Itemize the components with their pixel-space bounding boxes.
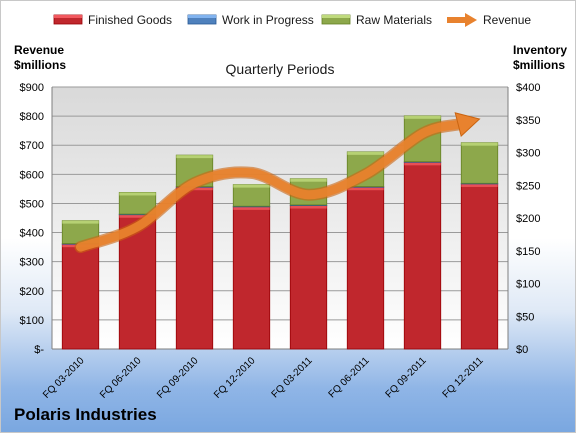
legend-label: Raw Materials — [356, 13, 432, 27]
bar-finished-goods — [61, 243, 100, 350]
x-tick-label: FQ 03-2011 — [270, 355, 315, 400]
bar-highlight — [404, 162, 441, 166]
left-axis-title-unit: $millions — [14, 58, 66, 72]
bar-highlight — [119, 214, 156, 218]
right-tick-label: $350 — [516, 115, 540, 127]
x-tick-label: FQ 09-2010 — [155, 355, 201, 401]
x-tick-label: FQ 12-2011 — [441, 355, 486, 400]
x-tick-label: FQ 09-2011 — [384, 355, 429, 400]
legend-arrow-icon — [465, 13, 477, 27]
left-tick-label: $200 — [20, 286, 44, 298]
revenue-arrow-head — [454, 112, 481, 138]
x-tick-label: FQ 06-2010 — [98, 355, 144, 401]
bar-highlight — [461, 142, 498, 146]
bar-highlight — [347, 151, 384, 155]
bar-raw-materials — [460, 142, 499, 184]
revenue-line — [76, 119, 463, 252]
left-tick-label: $500 — [20, 198, 44, 210]
bar-raw-materials — [232, 184, 271, 207]
right-tick-label: $400 — [516, 82, 540, 94]
left-tick-label: $300 — [20, 257, 44, 269]
bar-highlight — [290, 205, 327, 209]
left-tick-label: $800 — [20, 111, 44, 123]
right-axis-title: Inventory — [513, 43, 567, 57]
bar-highlight — [347, 187, 384, 191]
bar-finished-goods — [460, 183, 499, 350]
left-tick-label: $400 — [20, 228, 44, 240]
legend-swatch-highlight — [188, 15, 216, 18]
company-name: Polaris Industries — [14, 405, 157, 424]
bar-finished-goods — [289, 205, 328, 350]
right-tick-label: $0 — [516, 344, 528, 356]
legend-swatch-highlight — [54, 15, 82, 18]
x-tick-label: FQ 12-2010 — [212, 355, 258, 401]
legend-swatch-highlight — [322, 15, 350, 18]
right-tick-label: $300 — [516, 148, 540, 160]
left-tick-label: $900 — [20, 82, 44, 94]
bar-highlight — [461, 183, 498, 187]
bar-highlight — [290, 178, 327, 182]
legend-label: Revenue — [483, 13, 531, 27]
left-axis-title: Revenue — [14, 43, 64, 57]
right-tick-label: $250 — [516, 180, 540, 192]
right-axis-title-unit: $millions — [513, 58, 565, 72]
legend-label: Work in Progress — [222, 13, 314, 27]
left-tick-label: $100 — [20, 315, 44, 327]
left-tick-label: $600 — [20, 169, 44, 181]
bar-highlight — [404, 115, 441, 119]
left-tick-label: $- — [34, 344, 44, 356]
bar-highlight — [233, 184, 270, 188]
left-tick-label: $700 — [20, 140, 44, 152]
right-tick-label: $50 — [516, 311, 534, 323]
bar-highlight — [119, 192, 156, 196]
x-tick-label: FQ 03-2010 — [41, 355, 87, 401]
bar-highlight — [62, 220, 99, 224]
right-tick-label: $100 — [516, 279, 540, 291]
bar-finished-goods — [232, 206, 271, 350]
bar-highlight — [233, 206, 270, 210]
bar-finished-goods — [175, 186, 214, 350]
legend-label: Finished Goods — [88, 13, 172, 27]
right-tick-label: $150 — [516, 246, 540, 258]
bar-finished-goods — [403, 161, 442, 350]
bar-finished-goods — [346, 186, 385, 350]
chart-subtitle: Quarterly Periods — [226, 61, 335, 77]
bar-highlight — [176, 155, 213, 159]
right-tick-label: $200 — [516, 213, 540, 225]
x-tick-label: FQ 06-2011 — [327, 355, 372, 400]
